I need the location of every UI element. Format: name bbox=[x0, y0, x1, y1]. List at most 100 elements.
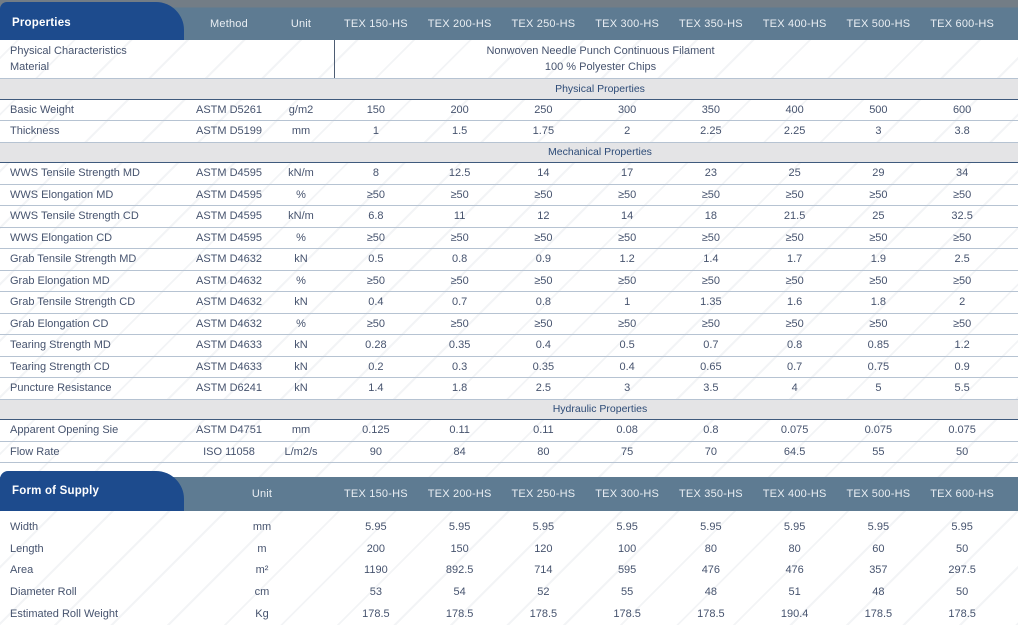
value-cell: 297.5 bbox=[948, 564, 976, 577]
value-cell: 200 bbox=[366, 542, 386, 555]
value-cell: 2.5 bbox=[535, 382, 552, 395]
method-cell: ASTM D4595 bbox=[195, 188, 263, 201]
table-row: Puncture Resistance ASTM D6241 kN 1.4 1.8 2.5… bbox=[0, 378, 1018, 400]
material-value-line1: Nonwoven Needle Punch Continuous Filamen… bbox=[486, 45, 715, 57]
value-cell: ≥50 bbox=[450, 188, 469, 201]
value-cell: 0.5 bbox=[368, 253, 384, 266]
column-header-tex-350-hs: TEX 350-HS bbox=[679, 17, 743, 30]
value-cell: ≥50 bbox=[952, 317, 972, 330]
value-cell: 2.25 bbox=[783, 125, 806, 138]
value-cell: 100 bbox=[617, 542, 637, 555]
value-cell: 1 bbox=[372, 125, 379, 138]
value-cell: 8 bbox=[372, 167, 379, 180]
value-cell: 6.8 bbox=[368, 210, 384, 223]
property-label: Width bbox=[10, 520, 39, 533]
value-cell: 64.5 bbox=[783, 445, 806, 458]
value-cell: 23 bbox=[704, 167, 717, 180]
value-cell: ≥50 bbox=[952, 188, 972, 201]
value-cell: ≥50 bbox=[785, 317, 804, 330]
value-cell: 3.8 bbox=[954, 125, 970, 138]
value-cell: ≥50 bbox=[617, 188, 637, 201]
column-header-tex-400-hs: TEX 400-HS bbox=[762, 488, 827, 500]
value-cell: 0.7 bbox=[786, 360, 803, 373]
value-cell: 3 bbox=[624, 382, 631, 395]
unit-cell: kN/m bbox=[288, 167, 314, 180]
value-cell: ≥50 bbox=[701, 231, 721, 244]
value-cell: 0.65 bbox=[700, 360, 722, 373]
value-cell: 70 bbox=[704, 445, 717, 458]
column-header-tex-250-hs: TEX 250-HS bbox=[511, 488, 576, 500]
value-cell: 0.9 bbox=[954, 360, 970, 373]
unit-cell: mm bbox=[291, 424, 311, 437]
table-row: Basic Weight ASTM D5261 g/m2 150 200 250 300 35… bbox=[0, 100, 1018, 121]
value-cell: 0.8 bbox=[451, 253, 468, 266]
property-label: Apparent Opening Sie bbox=[10, 424, 119, 437]
value-cell: 2 bbox=[959, 296, 966, 309]
value-cell: 25 bbox=[788, 167, 801, 180]
table-row: Flow Rate ISO 11058 L/m2/s 90 84 80 75 70 64.5 55… bbox=[0, 442, 1018, 463]
value-cell: 84 bbox=[453, 445, 466, 458]
value-cell: 476 bbox=[785, 564, 804, 577]
unit-cell: % bbox=[296, 188, 306, 201]
column-header-method: Method bbox=[210, 17, 248, 30]
value-cell: 53 bbox=[369, 586, 382, 599]
value-cell: 2 bbox=[624, 125, 631, 138]
value-cell: 5.5 bbox=[954, 382, 970, 395]
value-cell: 0.35 bbox=[448, 339, 471, 352]
value-cell: 1.2 bbox=[954, 339, 970, 352]
value-cell: 80 bbox=[788, 542, 801, 555]
value-cell: 29 bbox=[872, 167, 885, 180]
method-cell: ISO 11058 bbox=[203, 445, 255, 458]
value-cell: 50 bbox=[956, 445, 969, 458]
value-cell: 0.075 bbox=[864, 424, 893, 437]
value-cell: ≥50 bbox=[869, 274, 888, 287]
value-cell: 0.8 bbox=[703, 424, 719, 437]
value-cell: ≥50 bbox=[869, 231, 888, 244]
value-cell: 0.8 bbox=[535, 296, 552, 309]
value-cell: 178.5 bbox=[445, 608, 474, 621]
value-cell: 1.5 bbox=[451, 125, 468, 138]
method-cell: ASTM D4595 bbox=[195, 231, 263, 244]
table-row: WWS Tensile Strength MD ASTM D4595 kN/m 8 12… bbox=[0, 163, 1018, 185]
value-cell: 5.95 bbox=[700, 520, 722, 533]
value-cell: 357 bbox=[869, 564, 888, 577]
value-cell: ≥50 bbox=[785, 231, 804, 244]
method-cell: ASTM D4595 bbox=[195, 210, 263, 223]
value-cell: 400 bbox=[785, 103, 804, 116]
value-cell: 5.95 bbox=[365, 520, 387, 533]
table-row: Grab Tensile Strength MD ASTM D4632 kN 0.5 0… bbox=[0, 249, 1018, 271]
form-of-supply-header-tab: Form of Supply bbox=[0, 471, 184, 511]
section-title: Hydraulic Properties bbox=[552, 403, 648, 416]
value-cell: 1.4 bbox=[703, 253, 719, 266]
value-cell: 32.5 bbox=[951, 210, 973, 223]
value-cell: ≥50 bbox=[785, 274, 804, 287]
value-cell: ≥50 bbox=[534, 231, 553, 244]
value-cell: ≥50 bbox=[366, 274, 386, 287]
value-cell: 5.95 bbox=[783, 520, 806, 533]
value-cell: 0.75 bbox=[867, 360, 890, 373]
property-label: Diameter Roll bbox=[10, 586, 77, 599]
value-cell: 55 bbox=[872, 445, 885, 458]
value-cell: ≥50 bbox=[869, 317, 888, 330]
unit-cell: g/m2 bbox=[288, 103, 314, 116]
value-cell: 714 bbox=[534, 564, 553, 577]
value-cell: 0.11 bbox=[449, 424, 470, 437]
method-cell: ASTM D5261 bbox=[195, 103, 263, 116]
table-row: Width mm 5.95 5.95 5.95 5.95 5.95 5.95 5.95 5.95 bbox=[0, 516, 1018, 538]
property-label: Area bbox=[10, 564, 34, 577]
material-row-label: Physical Characteristics Material bbox=[0, 40, 335, 78]
value-cell: 1 bbox=[624, 296, 631, 309]
table-row: Apparent Opening Sie ASTM D4751 mm 0.125 0.1… bbox=[0, 420, 1018, 442]
value-cell: 12.5 bbox=[448, 167, 471, 180]
value-cell: 2.25 bbox=[700, 125, 722, 138]
value-cell: 1.4 bbox=[368, 382, 384, 395]
value-cell: 0.5 bbox=[619, 339, 635, 352]
value-cell: 5.95 bbox=[616, 520, 638, 533]
value-cell: 60 bbox=[872, 542, 885, 555]
value-cell: 0.2 bbox=[368, 360, 384, 373]
value-cell: 21.5 bbox=[783, 210, 806, 223]
value-cell: 5.95 bbox=[867, 520, 890, 533]
value-cell: 0.85 bbox=[867, 339, 890, 352]
unit-cell: kN bbox=[294, 253, 308, 266]
